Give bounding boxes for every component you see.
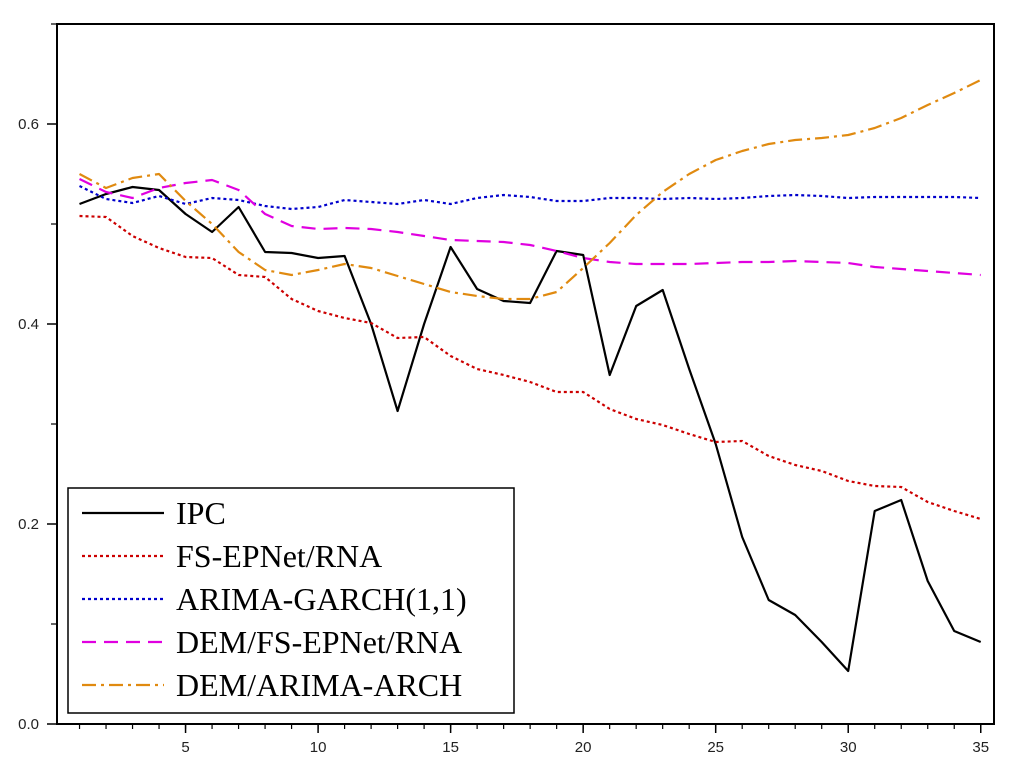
x-tick-label: 30 [840, 739, 857, 756]
y-tick-label: 0.6 [18, 116, 39, 133]
legend-label: DEM/FS-EPNet/RNA [176, 624, 462, 660]
legend-label: IPC [176, 495, 226, 531]
legend-items: IPC FS-EPNet/RNA ARIMA-GARCH(1,1) DEM/FS-EP… [82, 495, 467, 703]
legend-label: ARIMA-GARCH(1,1) [176, 581, 467, 617]
series-line-ipc [79, 185, 982, 673]
x-axis-ticks [78, 724, 982, 733]
legend-label: DEM/ARIMA-ARCH [176, 667, 462, 703]
y-tick-label: 0.2 [18, 516, 39, 533]
x-axis-tick-labels: 5 10 15 20 25 30 35 [181, 739, 989, 756]
x-tick-label: 15 [442, 739, 459, 756]
y-axis-tick-labels: 0.0 0.2 0.4 0.6 [18, 116, 39, 733]
legend-label: FS-EPNet/RNA [176, 538, 382, 574]
y-tick-label: 0.4 [18, 316, 39, 333]
legend-box [67, 487, 515, 714]
x-tick-label: 25 [707, 739, 724, 756]
series-line-arima-garch-1-1 [79, 185, 981, 211]
series-lines [78, 79, 982, 673]
series-line-dem-arima-arch [78, 79, 982, 301]
y-tick-label: 0.0 [18, 716, 39, 733]
x-tick-label: 10 [310, 739, 327, 756]
series-line-fs-epnet-rna [79, 214, 982, 521]
x-tick-label: 20 [575, 739, 592, 756]
plot-area: 5 10 15 20 25 30 35 0.0 0.2 0.4 0.6 [18, 23, 995, 756]
plot-frame [56, 23, 995, 725]
y-axis-ticks [47, 23, 57, 725]
x-tick-label: 5 [181, 739, 189, 756]
legend: IPC FS-EPNet/RNA ARIMA-GARCH(1,1) DEM/FS-EP… [67, 487, 515, 714]
x-tick-label: 35 [972, 739, 989, 756]
series-line-dem-fs-epnet-rna [79, 178, 981, 277]
